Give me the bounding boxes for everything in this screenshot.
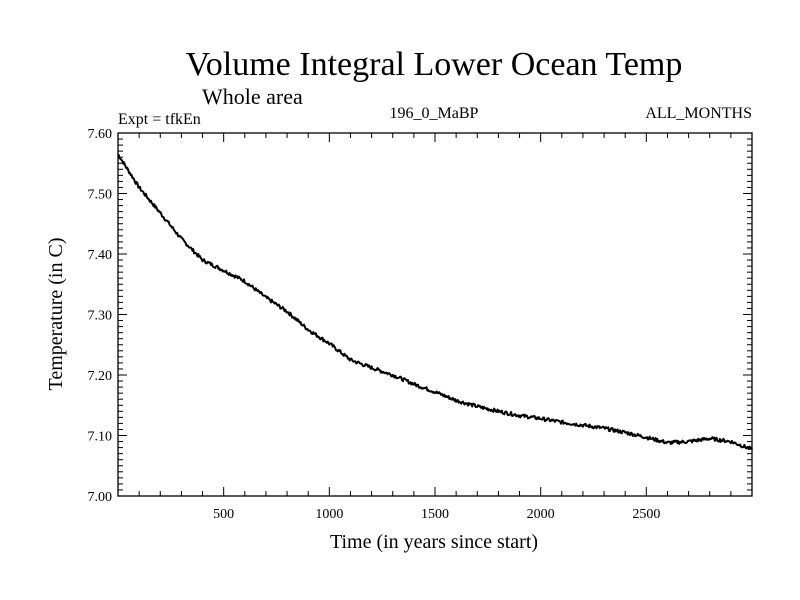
x-tick-label: 1000	[315, 507, 343, 522]
y-tick-label: 7.10	[88, 430, 113, 445]
y-tick-label: 7.50	[88, 188, 113, 203]
series-line	[117, 153, 753, 450]
chart-subtitle: Whole area	[202, 84, 303, 109]
chart-title: Volume Integral Lower Ocean Temp	[186, 46, 683, 83]
x-axis-label: Time (in years since start)	[330, 531, 538, 553]
y-tick-label: 7.60	[88, 127, 113, 142]
x-tick-label: 500	[213, 507, 234, 522]
y-tick-label: 7.40	[88, 248, 113, 263]
expt-label: Expt = tfkEn	[118, 111, 201, 128]
x-axis-ticks: 500 1000 1500 2000 2500	[138, 133, 732, 522]
x-tick-label: 2500	[632, 507, 660, 522]
y-tick-label: 7.00	[88, 490, 113, 505]
x-tick-label: 2000	[527, 507, 555, 522]
run-label: 196_0_MaBP	[390, 105, 479, 122]
y-axis-ticks: 7.00 7.10 7.20 7.30 7.40 7.50 7.60	[88, 127, 752, 505]
series-layer	[117, 153, 753, 450]
months-label: ALL_MONTHS	[645, 105, 752, 122]
x-tick-label: 1500	[421, 507, 449, 522]
y-tick-label: 7.20	[88, 369, 113, 384]
y-tick-label: 7.30	[88, 309, 113, 324]
y-axis-label: Temperature (in C)	[45, 238, 67, 391]
